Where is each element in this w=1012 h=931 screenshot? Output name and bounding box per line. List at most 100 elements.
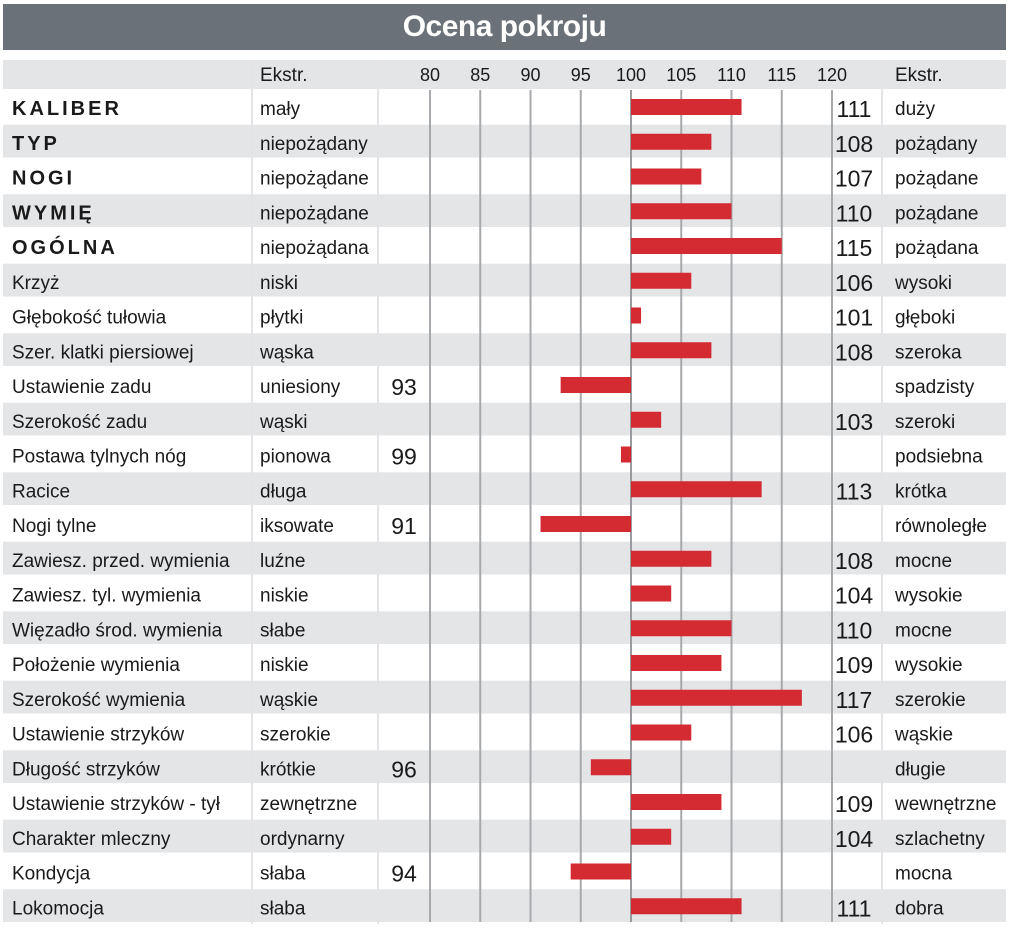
extreme-right: dobra: [895, 898, 944, 919]
bar: [631, 99, 742, 115]
header-left-label: Ekstr.: [260, 65, 308, 86]
extreme-right: duży: [895, 99, 936, 120]
row-label: Krzyż: [12, 273, 60, 294]
value-label: 109: [835, 791, 873, 817]
row-bg: [3, 611, 1006, 644]
bar: [631, 550, 712, 567]
value-label: 108: [835, 131, 873, 157]
value-label: 91: [391, 513, 417, 539]
extreme-left: uniesiony: [260, 377, 341, 398]
extreme-left: wąska: [259, 342, 314, 363]
extreme-right: pożądane: [895, 203, 978, 224]
tick-label: 110: [717, 65, 746, 85]
bar: [631, 238, 782, 254]
bar: [631, 898, 742, 915]
extreme-left: szerokie: [260, 725, 331, 746]
extreme-right: długie: [895, 759, 946, 780]
row-label: NOGI: [12, 168, 75, 190]
row-bg: [3, 472, 1006, 505]
extreme-left: ordynarny: [260, 829, 345, 850]
row-label: Głębokość tułowia: [12, 308, 167, 329]
extreme-left: niepożądany: [260, 134, 368, 155]
bar: [631, 828, 672, 845]
row-label: OGÓLNA: [12, 235, 118, 259]
row-bg: [3, 402, 1006, 436]
row-bg: [3, 263, 1006, 297]
value-label: 111: [837, 96, 872, 122]
extreme-left: słaba: [260, 864, 306, 885]
extreme-right: mocne: [895, 620, 952, 641]
bar: [570, 863, 631, 880]
row-label: Ustawienie zadu: [12, 377, 151, 398]
tick-label: 105: [666, 65, 696, 85]
row-label: Postawa tylnych nóg: [12, 447, 186, 468]
extreme-left: mały: [260, 99, 301, 120]
tick-label: 115: [767, 65, 796, 85]
bar: [631, 307, 642, 324]
extreme-right: szlachetny: [895, 829, 985, 850]
row-label: Racice: [12, 481, 70, 502]
value-label: 93: [391, 374, 417, 400]
value-label: 96: [391, 756, 417, 782]
bar: [631, 272, 692, 289]
tick-label: 80: [420, 65, 440, 85]
extreme-right: wysoki: [894, 273, 952, 294]
row-label: Zawiesz. przed. wymienia: [12, 551, 230, 572]
bar: [540, 516, 631, 532]
value-label: 107: [835, 166, 873, 192]
row-bg: [3, 333, 1006, 366]
row-label: Szerokość zadu: [12, 412, 147, 433]
extreme-right: mocna: [895, 864, 952, 885]
extreme-right: szerokie: [895, 690, 966, 711]
value-label: 109: [835, 652, 873, 678]
bar: [631, 794, 722, 810]
value-label: 104: [835, 826, 874, 852]
row-bg: [3, 889, 1006, 922]
row-label: KALIBER: [12, 98, 122, 120]
row-label: Długość strzyków: [12, 759, 160, 780]
row-label: Więzadło środ. wymienia: [12, 620, 223, 641]
row-bg: [3, 576, 1006, 610]
extreme-right: podsiebna: [895, 447, 983, 468]
value-label: 108: [835, 548, 873, 574]
row-bg: [3, 159, 1006, 193]
chart-title: Ocena pokroju: [3, 4, 1006, 50]
bar: [631, 133, 712, 150]
bar: [631, 411, 662, 428]
bar: [631, 724, 692, 741]
tick-label: 90: [520, 65, 540, 85]
bar: [560, 377, 631, 393]
row-label: Szerokość wymienia: [12, 690, 186, 711]
value-label: 104: [835, 583, 874, 609]
value-label: 113: [836, 478, 873, 504]
tick-label: 85: [470, 65, 490, 85]
tick-label: 100: [616, 65, 646, 85]
row-label: Kondycja: [12, 864, 91, 885]
extreme-right: wysokie: [894, 586, 963, 607]
extreme-right: szeroka: [895, 342, 962, 363]
row-label: Zawiesz. tyl. wymienia: [12, 586, 201, 607]
value-label: 108: [835, 339, 873, 365]
extreme-left: niepożądana: [260, 238, 369, 259]
row-bg: [3, 785, 1006, 818]
extreme-left: niepożądane: [260, 203, 369, 224]
extreme-left: płytki: [260, 308, 303, 329]
row-bg: [3, 90, 1006, 123]
bar: [590, 759, 631, 776]
row-bg: [3, 437, 1006, 471]
row-bg: [3, 646, 1006, 679]
row-label: Szer. klatki piersiowej: [12, 342, 194, 363]
value-label: 94: [391, 861, 417, 887]
row-label: Ustawienie strzyków - tył: [12, 794, 221, 815]
row-bg: [3, 124, 1006, 158]
value-label: 110: [836, 617, 873, 643]
row-label: Nogi tylne: [12, 516, 97, 537]
bar: [620, 446, 631, 463]
value-label: 115: [836, 235, 873, 261]
row-bg: [3, 368, 1006, 401]
row-label: WYMIĘ: [12, 202, 95, 224]
value-label: 110: [836, 200, 873, 226]
extreme-left: iksowate: [260, 516, 334, 537]
header-row-bg: [3, 60, 1006, 89]
